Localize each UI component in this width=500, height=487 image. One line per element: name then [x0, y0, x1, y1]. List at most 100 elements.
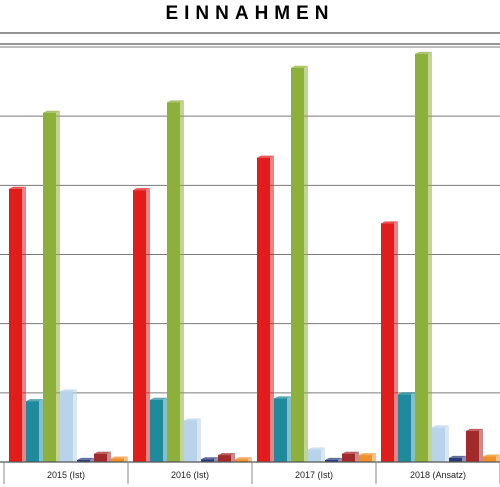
bar-front — [415, 53, 428, 463]
bar-side — [22, 186, 26, 462]
x-tick-label: 2017 (Ist) — [295, 470, 333, 480]
bar-front — [150, 399, 163, 462]
bar-front — [449, 457, 462, 462]
bar-front — [133, 190, 146, 463]
bar-side — [411, 392, 415, 462]
bar-front — [257, 157, 270, 462]
bar-front — [201, 459, 214, 462]
bar-side — [462, 455, 466, 462]
bar-side — [180, 100, 184, 462]
bar-top — [432, 425, 449, 428]
bar-top — [94, 451, 111, 454]
bar-top — [133, 188, 150, 191]
bar-front — [167, 102, 180, 462]
bar — [201, 457, 218, 462]
bar — [133, 188, 150, 463]
bar-side — [394, 221, 398, 462]
bar — [432, 425, 449, 462]
bar-side — [321, 447, 325, 462]
chart-title: EINNAHMEN — [165, 3, 335, 24]
bar-top — [342, 451, 359, 454]
bar — [111, 456, 128, 462]
bar — [342, 451, 359, 462]
bar-front — [60, 391, 73, 462]
bar — [325, 457, 342, 462]
bar-top — [60, 389, 77, 392]
bar — [415, 51, 432, 463]
bar-side — [73, 389, 77, 462]
bar-top — [449, 455, 466, 458]
bar — [449, 455, 466, 462]
bar-front — [466, 430, 479, 462]
bar-top — [218, 453, 235, 456]
bar-top — [466, 428, 483, 431]
bar-top — [398, 392, 415, 395]
bar-top — [415, 51, 432, 54]
bar-side — [197, 418, 201, 462]
bar — [398, 392, 415, 462]
bar-side — [287, 396, 291, 462]
bar-top — [274, 396, 291, 399]
bar-side — [90, 457, 94, 462]
bar — [291, 65, 308, 462]
bar-side — [479, 428, 483, 462]
bar-front — [291, 67, 304, 462]
bar — [466, 428, 483, 462]
title-underline-rules — [0, 32, 500, 45]
bar — [308, 447, 325, 462]
bar-front — [432, 427, 445, 462]
bar — [218, 453, 235, 462]
bar-top — [291, 65, 308, 68]
bar-top — [43, 110, 60, 113]
bar-front — [184, 420, 197, 462]
bar-front — [9, 188, 22, 462]
bar — [77, 457, 94, 462]
bar-front — [398, 394, 411, 462]
bar-side — [338, 457, 342, 462]
bar — [94, 451, 111, 462]
bar-front — [26, 401, 39, 462]
bar-side — [124, 456, 128, 462]
bar — [60, 389, 77, 462]
bar-top — [111, 456, 128, 459]
x-tick-label: 2018 (Ansatz) — [410, 470, 466, 480]
bar-front — [111, 458, 124, 462]
bar-side — [372, 453, 376, 462]
bar-top — [381, 221, 398, 224]
bar — [257, 155, 274, 462]
bar — [235, 457, 252, 462]
bar-front — [483, 456, 496, 462]
bar-side — [146, 188, 150, 463]
bar-top — [483, 454, 500, 457]
bar-side — [270, 155, 274, 462]
bar-side — [428, 51, 432, 463]
bar-side — [304, 65, 308, 462]
bar-side — [445, 425, 449, 462]
bar-side — [163, 397, 167, 462]
bar-top — [9, 186, 26, 189]
bar — [150, 397, 167, 462]
bar-side — [214, 457, 218, 462]
bar-top — [308, 447, 325, 450]
bar-top — [150, 397, 167, 400]
bar-front — [359, 455, 372, 462]
bar-top — [201, 457, 218, 460]
bar-front — [43, 112, 56, 462]
bar-side — [248, 457, 252, 462]
x-tick-label: 2015 (Ist) — [47, 470, 85, 480]
bar-front — [235, 459, 248, 462]
bar-front — [94, 453, 107, 462]
bar-front — [218, 455, 231, 462]
bar-side — [39, 399, 43, 462]
bar-top — [235, 457, 252, 460]
bar-front — [342, 453, 355, 462]
bar — [184, 418, 201, 462]
bar — [167, 100, 184, 462]
bar — [381, 221, 398, 462]
bar-side — [231, 453, 235, 462]
bar-front — [325, 459, 338, 462]
x-axis — [0, 461, 500, 484]
bar-top — [257, 155, 274, 158]
bar — [43, 110, 60, 462]
